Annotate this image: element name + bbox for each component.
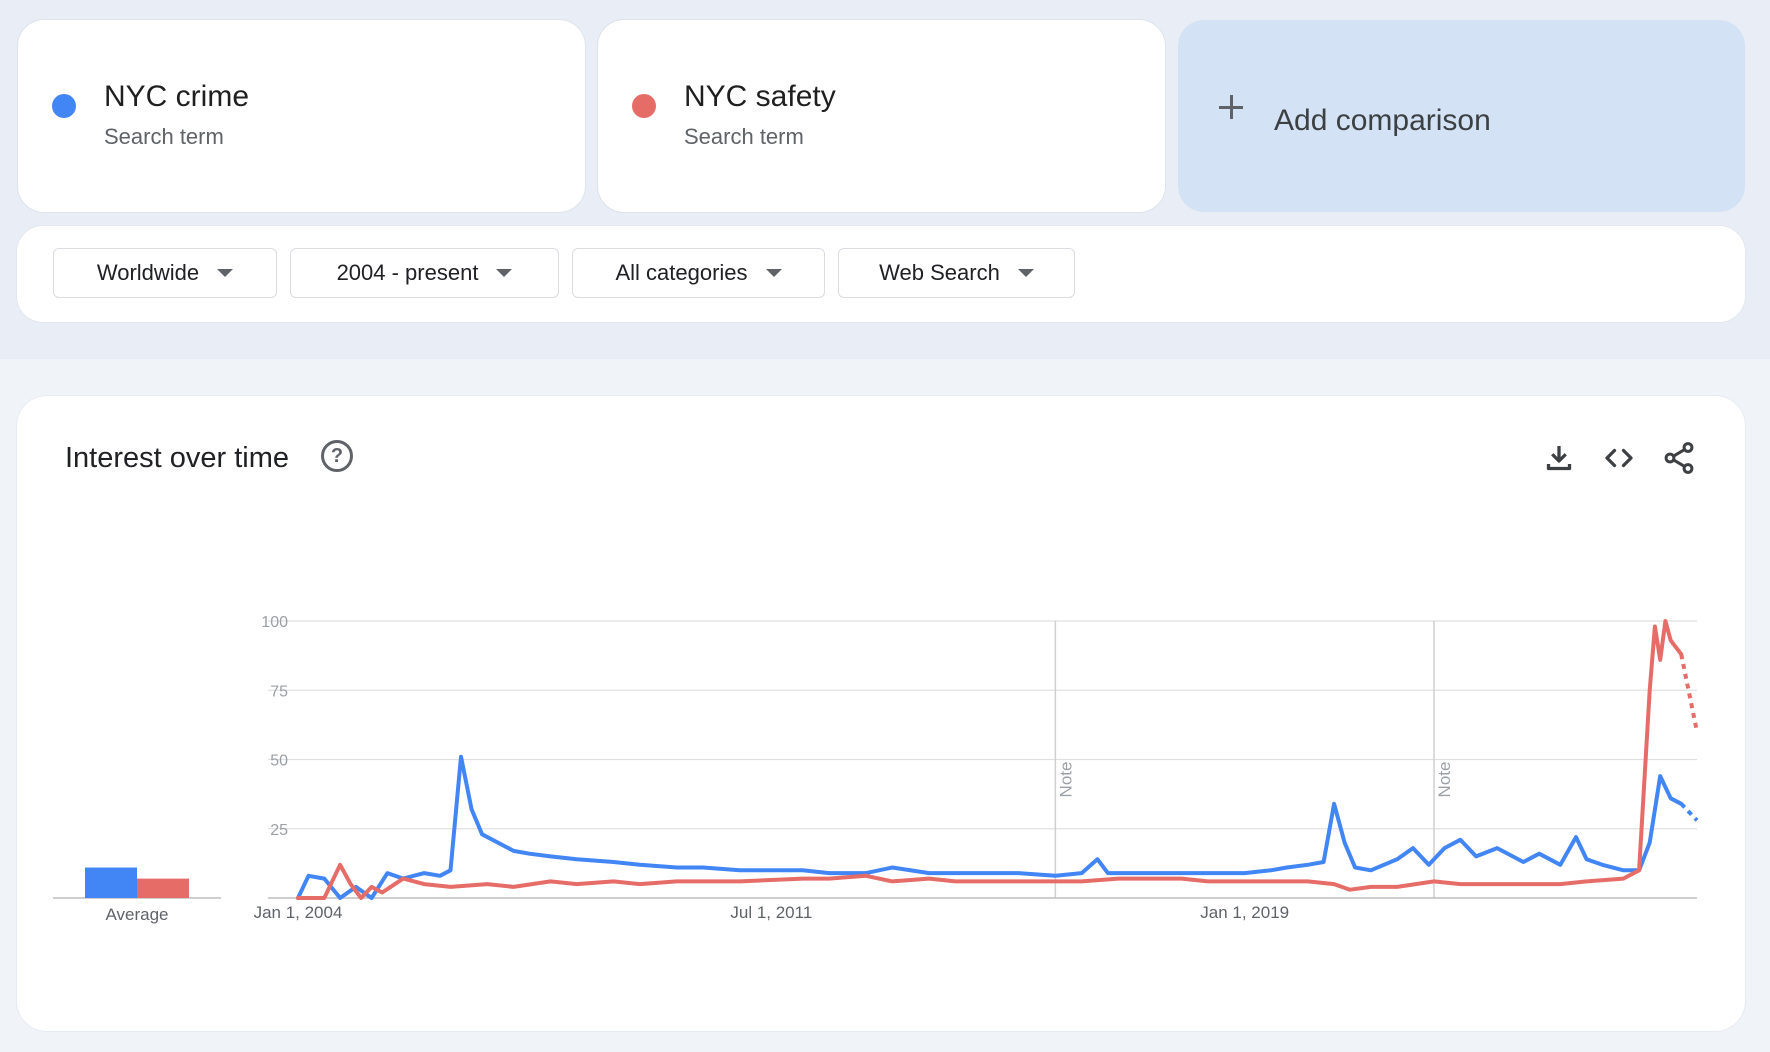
filter-bar: Worldwide 2004 - present All categories … [17, 226, 1745, 322]
caret-down-icon [496, 269, 513, 277]
term-card-nyc-crime[interactable]: NYC crime Search term [18, 20, 585, 212]
share-icon[interactable] [1661, 440, 1697, 476]
help-icon[interactable]: ? [321, 440, 353, 472]
term-name: NYC crime [104, 80, 250, 113]
average-bar [137, 878, 189, 898]
term-card-nyc-safety[interactable]: NYC safety Search term [598, 20, 1165, 212]
caret-down-icon [217, 269, 234, 277]
term-name: NYC safety [684, 80, 836, 113]
filter-category-dropdown[interactable]: All categories [572, 248, 825, 298]
x-tick-label: Jul 1, 2011 [730, 903, 812, 922]
filter-label: Worldwide [96, 260, 200, 285]
add-comparison-label: Add comparison [1274, 104, 1491, 137]
term-type: Search term [684, 124, 804, 149]
filter-label: 2004 - present [336, 260, 479, 285]
caret-down-icon [765, 269, 782, 277]
note-label: Note [1435, 762, 1454, 798]
y-tick-label: 100 [261, 614, 288, 631]
interest-over-time-card: Interest over time ? Note Note 25 50 75 100 J… [17, 396, 1745, 1031]
y-tick-label: 75 [270, 683, 288, 700]
plus-icon [1218, 94, 1244, 120]
y-tick-label: 50 [270, 753, 288, 770]
download-icon[interactable] [1541, 440, 1577, 476]
average-label: Average [105, 905, 168, 924]
series-line-nyc-safety [296, 619, 1684, 900]
add-comparison-button[interactable]: Add comparison [1178, 20, 1745, 212]
series-line-nyc-crime [296, 754, 1684, 900]
chart-grid [268, 620, 1697, 830]
interest-over-time-chart: Note Note 25 50 75 100 Jan 1, 2004 Jul 1, 2011… [53, 614, 1699, 924]
x-tick-label: Jan 1, 2019 [1200, 903, 1289, 922]
chart-notes: Note Note [1054, 621, 1454, 898]
chart-axis: 25 50 75 100 Jan 1, 2004 Jul 1, 2011 Jan 1, 20… [254, 614, 1697, 922]
filter-label: All categories [615, 260, 748, 285]
series-color-dot [632, 94, 656, 118]
embed-code-icon[interactable] [1601, 440, 1637, 476]
note-label: Note [1056, 762, 1075, 798]
average-bars: Average [53, 867, 221, 924]
chart-title: Interest over time [65, 442, 290, 474]
series-color-dot [52, 94, 76, 118]
chart-series [296, 619, 1699, 900]
filter-time-range-dropdown[interactable]: 2004 - present [290, 248, 559, 298]
x-tick-label: Jan 1, 2004 [254, 903, 343, 922]
filter-region-dropdown[interactable]: Worldwide [53, 248, 277, 298]
series-partial-segment [1679, 653, 1699, 733]
y-tick-label: 25 [270, 822, 288, 839]
average-bar [85, 867, 137, 898]
series-partial-segment [1679, 802, 1699, 822]
filter-search-type-dropdown[interactable]: Web Search [838, 248, 1075, 298]
caret-down-icon [1017, 269, 1034, 277]
term-type: Search term [104, 124, 224, 149]
filter-label: Web Search [879, 260, 1000, 285]
